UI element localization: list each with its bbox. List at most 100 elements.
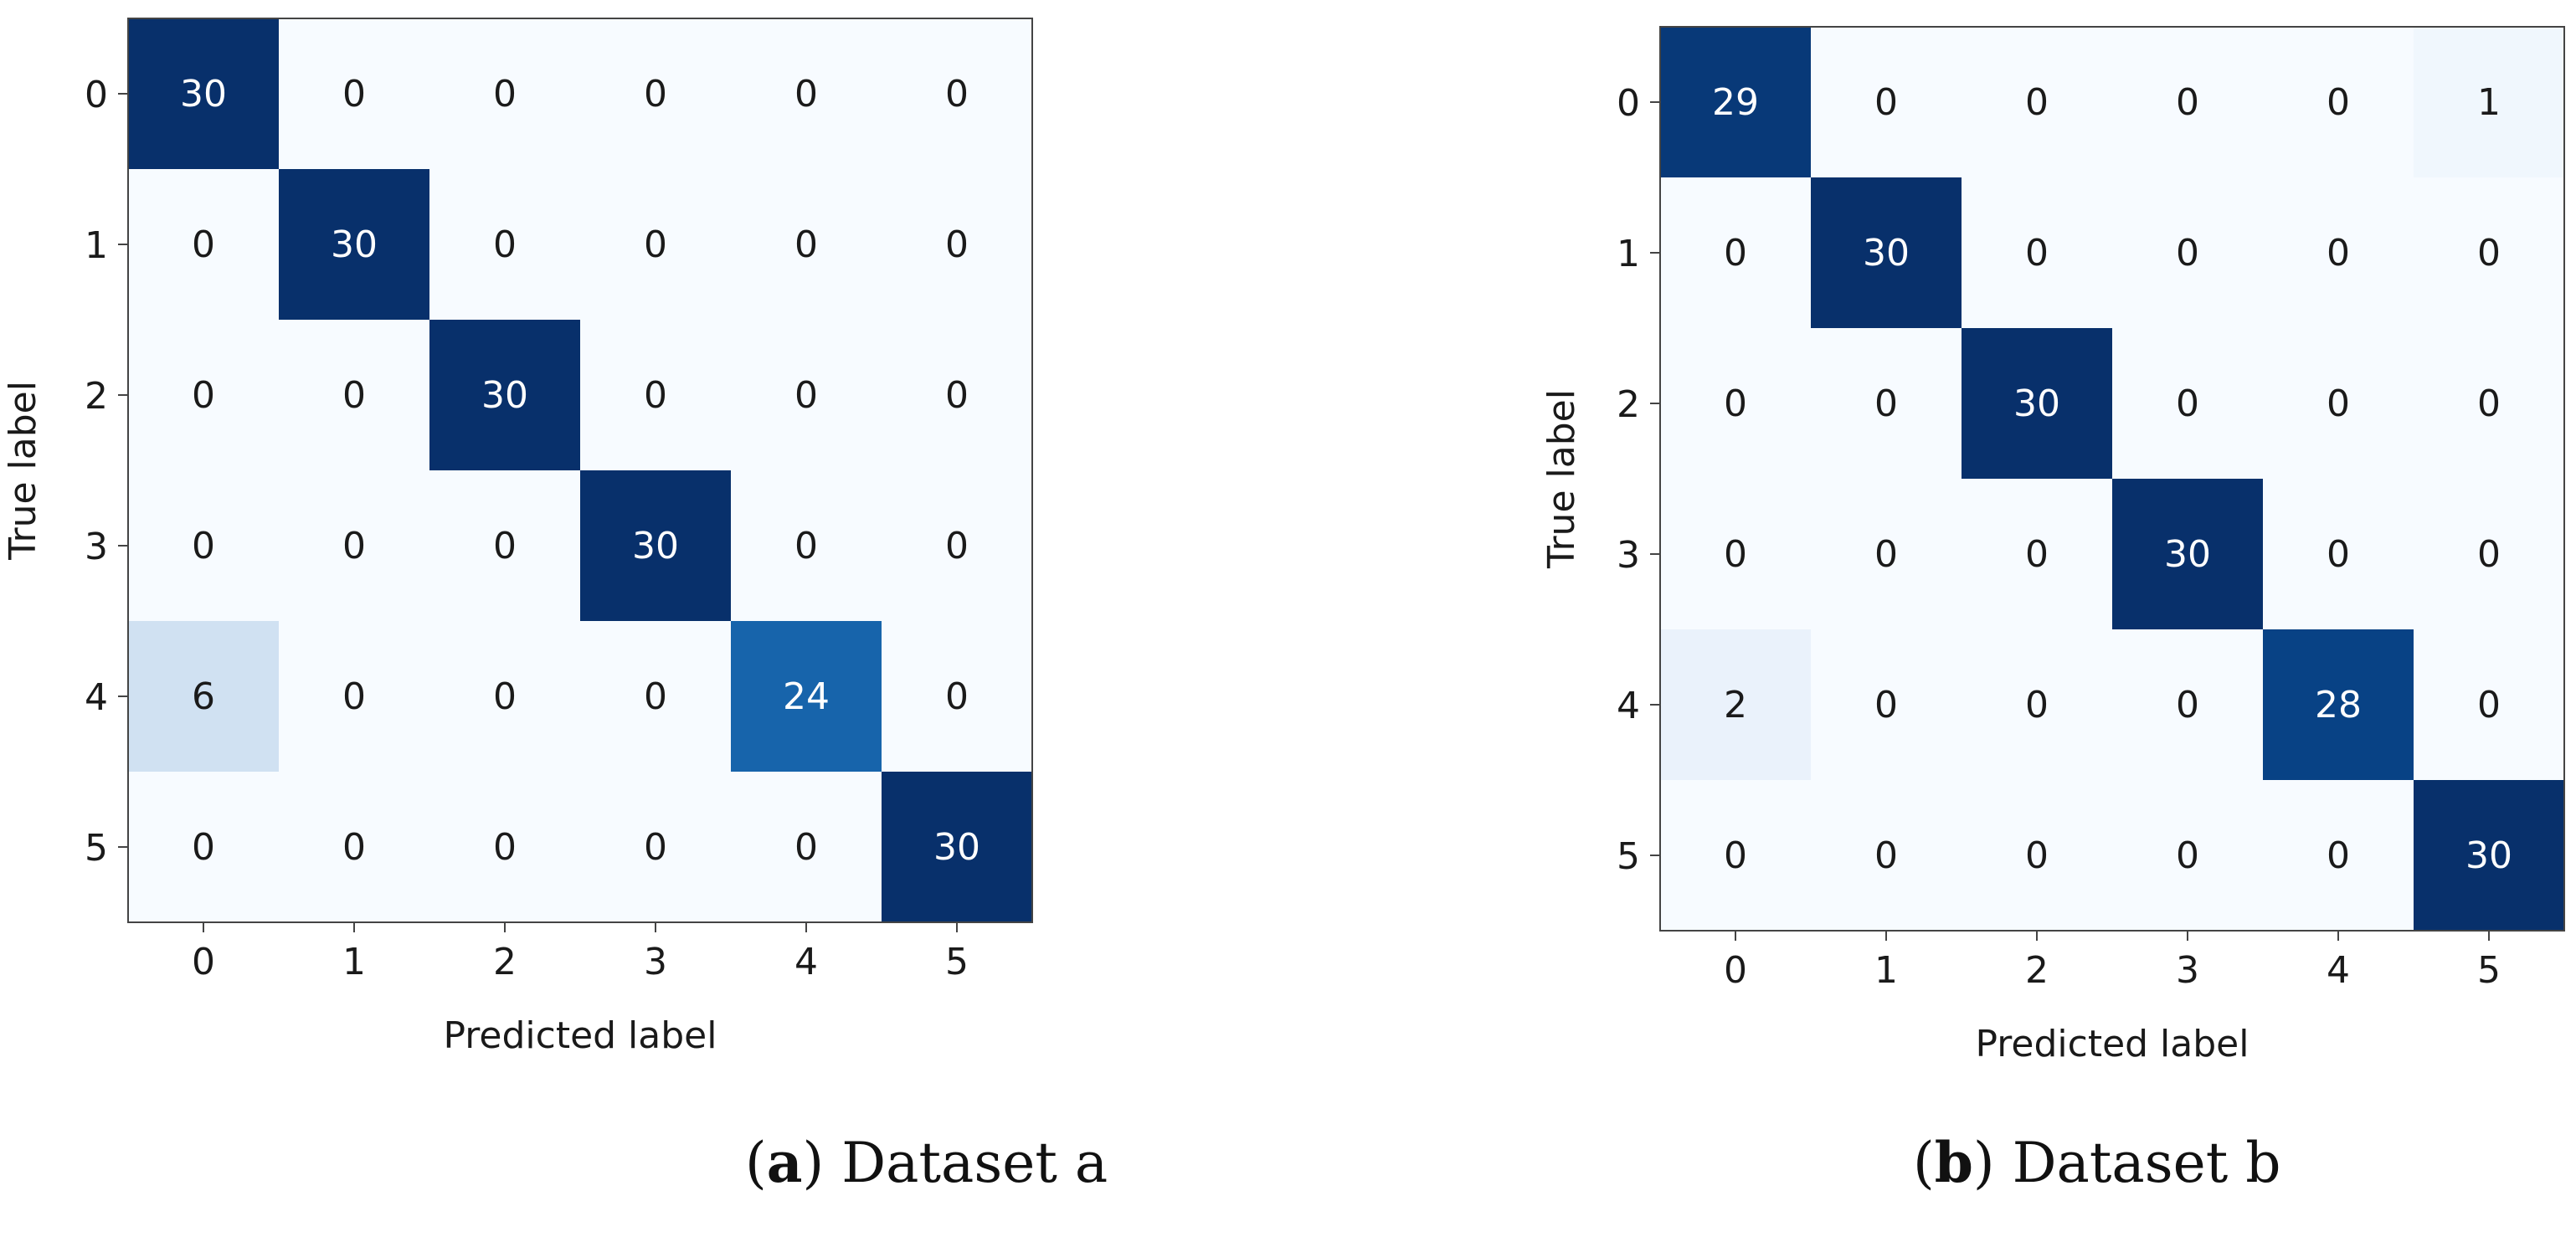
cell-5-3 (2112, 780, 2263, 931)
cell-value-2-4: 0 (2327, 382, 2350, 425)
y-tick-label-4: 4 (1617, 685, 1640, 727)
x-tick-label-4: 4 (794, 941, 818, 983)
caption-a-letter: a (766, 1130, 803, 1195)
cell-value-0-1: 0 (342, 73, 366, 115)
caption-b-close: ) (1972, 1131, 2013, 1195)
cell-value-0-0: 29 (1712, 81, 1759, 124)
cell-value-0-3: 0 (2176, 81, 2199, 124)
cell-3-1 (1811, 479, 1962, 629)
cell-0-4 (731, 18, 882, 169)
cell-2-1 (1811, 328, 1962, 479)
cell-2-3 (580, 320, 731, 470)
cell-value-2-1: 0 (342, 374, 366, 417)
cell-value-4-4: 24 (783, 675, 830, 718)
cell-value-0-5: 1 (2477, 81, 2501, 124)
x-tick-label-3: 3 (2176, 949, 2199, 992)
cell-value-2-2: 30 (481, 374, 528, 417)
cell-5-1 (1811, 780, 1962, 931)
cell-value-4-5: 0 (2477, 684, 2501, 726)
cell-1-2 (429, 169, 580, 320)
cell-0-1 (1811, 27, 1962, 177)
cell-value-1-4: 0 (794, 223, 818, 266)
cell-2-0 (1660, 328, 1811, 479)
plot-frame (127, 18, 1033, 923)
caption-a-text: Dataset a (841, 1131, 1108, 1195)
cell-value-0-1: 0 (1874, 81, 1898, 124)
cell-value-1-2: 0 (2025, 232, 2049, 275)
caption-a-open: ( (745, 1131, 767, 1195)
cell-value-1-3: 0 (2176, 232, 2199, 275)
cell-1-1 (1811, 177, 1962, 328)
cell-2-5 (2414, 328, 2564, 479)
cell-1-5 (2414, 177, 2564, 328)
cell-3-5 (882, 470, 1032, 621)
cell-1-3 (2112, 177, 2263, 328)
cell-value-1-0: 0 (192, 223, 215, 266)
cell-value-4-3: 0 (2176, 684, 2199, 726)
cell-1-0 (1660, 177, 1811, 328)
cell-value-5-1: 0 (342, 826, 366, 869)
cell-value-5-0: 0 (192, 826, 215, 869)
x-tick-label-2: 2 (2025, 949, 2049, 992)
x-tick-label-4: 4 (2327, 949, 2350, 992)
cell-4-2 (1962, 629, 2112, 780)
confusion-matrix-1: 29 0 0 0 0 10 30 0 0 0 00 0 30 0 0 00 0 0 30 0 02 0 0 0 28 00 0 0 0 0… (1540, 26, 2565, 1065)
cell-1-4 (2263, 177, 2414, 328)
cell-5-0 (1660, 780, 1811, 931)
cell-value-4-2: 0 (2025, 684, 2049, 726)
cell-0-3 (580, 18, 731, 169)
cell-value-4-2: 0 (493, 675, 517, 718)
cell-5-4 (731, 772, 882, 922)
cell-1-4 (731, 169, 882, 320)
cell-0-4 (2263, 27, 2414, 177)
cell-value-2-0: 0 (192, 374, 215, 417)
cell-5-3 (580, 772, 731, 922)
cell-4-1 (1811, 629, 1962, 780)
cell-value-5-5: 30 (2465, 834, 2512, 877)
y-tick-label-4: 4 (85, 676, 108, 719)
cell-value-4-4: 28 (2315, 684, 2362, 726)
y-tick-label-0: 0 (1617, 82, 1640, 125)
cell-5-5 (2414, 780, 2564, 931)
cell-value-0-3: 0 (644, 73, 667, 115)
cell-4-5 (2414, 629, 2564, 780)
y-tick-label-2: 2 (1617, 383, 1640, 426)
y-tick-label-5: 5 (85, 827, 108, 870)
confusion-matrix-0: 30 0 0 0 0 00 30 0 0 0 00 0 30 0 0 00 0 0 30 0 06 0 0 0 24 00 0 0 0 0… (2, 18, 1033, 1057)
x-tick-label-0: 0 (192, 941, 215, 983)
y-tick-label-1: 1 (1617, 233, 1640, 275)
cell-1-5 (882, 169, 1032, 320)
cell-value-5-4: 0 (794, 826, 818, 869)
cell-value-4-0: 2 (1724, 684, 1747, 726)
cell-value-3-3: 30 (2164, 533, 2211, 576)
x-tick-label-5: 5 (2477, 949, 2501, 992)
cell-value-5-2: 0 (2025, 834, 2049, 877)
y-tick-label-5: 5 (1617, 835, 1640, 878)
cell-value-0-2: 0 (2025, 81, 2049, 124)
cell-value-3-2: 0 (493, 525, 517, 567)
cell-value-5-0: 0 (1724, 834, 1747, 877)
cell-0-2 (429, 18, 580, 169)
cell-value-2-5: 0 (2477, 382, 2501, 425)
cell-value-4-1: 0 (1874, 684, 1898, 726)
cell-4-5 (882, 621, 1032, 772)
cell-value-4-5: 0 (945, 675, 969, 718)
cell-value-3-3: 30 (632, 525, 679, 567)
cell-value-4-1: 0 (342, 675, 366, 718)
cell-4-0 (1660, 629, 1811, 780)
cell-value-2-5: 0 (945, 374, 969, 417)
cell-5-1 (279, 772, 429, 922)
cell-5-2 (1962, 780, 2112, 931)
y-tick-label-2: 2 (85, 375, 108, 418)
cell-1-1 (279, 169, 429, 320)
cell-value-1-3: 0 (644, 223, 667, 266)
caption-a-close: ) (802, 1131, 842, 1195)
cell-value-2-3: 0 (2176, 382, 2199, 425)
cell-value-5-1: 0 (1874, 834, 1898, 877)
x-tick-label-0: 0 (1724, 949, 1747, 992)
x-tick-label-1: 1 (1874, 949, 1898, 992)
cell-5-4 (2263, 780, 2414, 931)
cell-value-3-5: 0 (945, 525, 969, 567)
